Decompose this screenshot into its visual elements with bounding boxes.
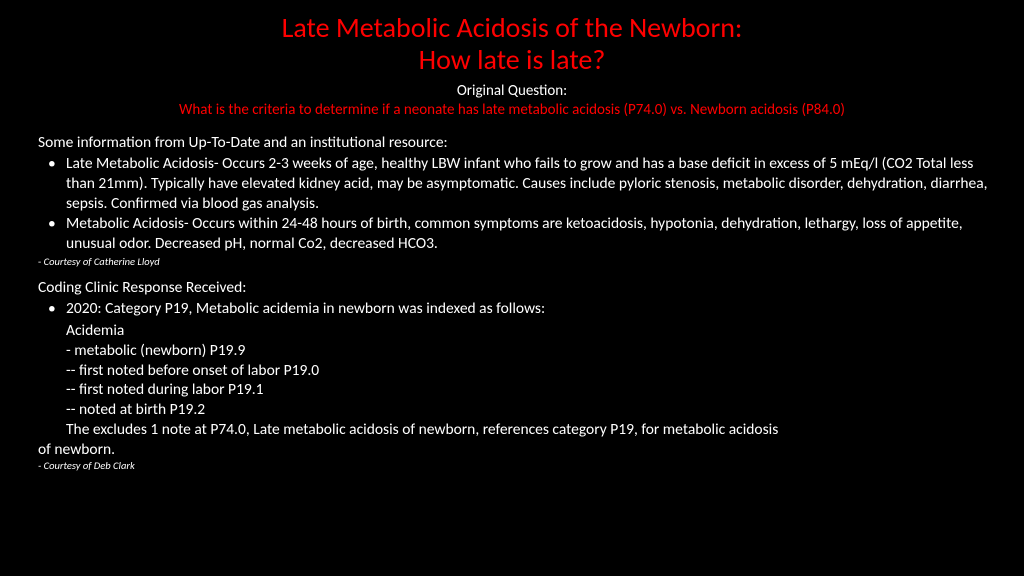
list-item: Late Metabolic Acidosis- Occurs 2-3 week… (38, 154, 994, 213)
original-question-text: What is the criteria to determine if a n… (30, 101, 994, 119)
list-item: 2020: Category P19, Metabolic acidemia i… (38, 299, 994, 319)
section-1-heading: Some information from Up-To-Date and an … (38, 133, 994, 152)
section-1-list: Late Metabolic Acidosis- Occurs 2-3 week… (38, 154, 994, 253)
section-2-heading: Coding Clinic Response Received: (38, 278, 994, 297)
list-item: Metabolic Acidosis- Occurs within 24-48 … (38, 214, 994, 254)
code-line: The excludes 1 note at P74.0, Late metab… (66, 420, 994, 440)
title-line-1: Late Metabolic Acidosis of the Newborn: (282, 10, 743, 45)
section-2-outdent: of newborn. (38, 440, 994, 460)
code-line: -- noted at birth P19.2 (66, 400, 994, 420)
section-2-list: 2020: Category P19, Metabolic acidemia i… (38, 299, 994, 319)
section-2-sублines: Acidemia - metabolic (newborn) P19.9 -- … (66, 321, 994, 440)
original-question-label: Original Question: (30, 82, 994, 100)
code-line: -- first noted during labor P19.1 (66, 380, 994, 400)
code-line: - metabolic (newborn) P19.9 (66, 341, 994, 361)
attribution-1: Courtesy of Catherine Lloyd (38, 256, 994, 269)
attribution-2: - Courtesy of Deb Clark (38, 460, 994, 473)
code-line: -- first noted before onset of labor P19… (66, 361, 994, 381)
code-line: Acidemia (66, 321, 994, 341)
title-line-2: How late is late? (419, 42, 606, 77)
slide-title: Late Metabolic Acidosis of the Newborn: … (30, 12, 994, 76)
